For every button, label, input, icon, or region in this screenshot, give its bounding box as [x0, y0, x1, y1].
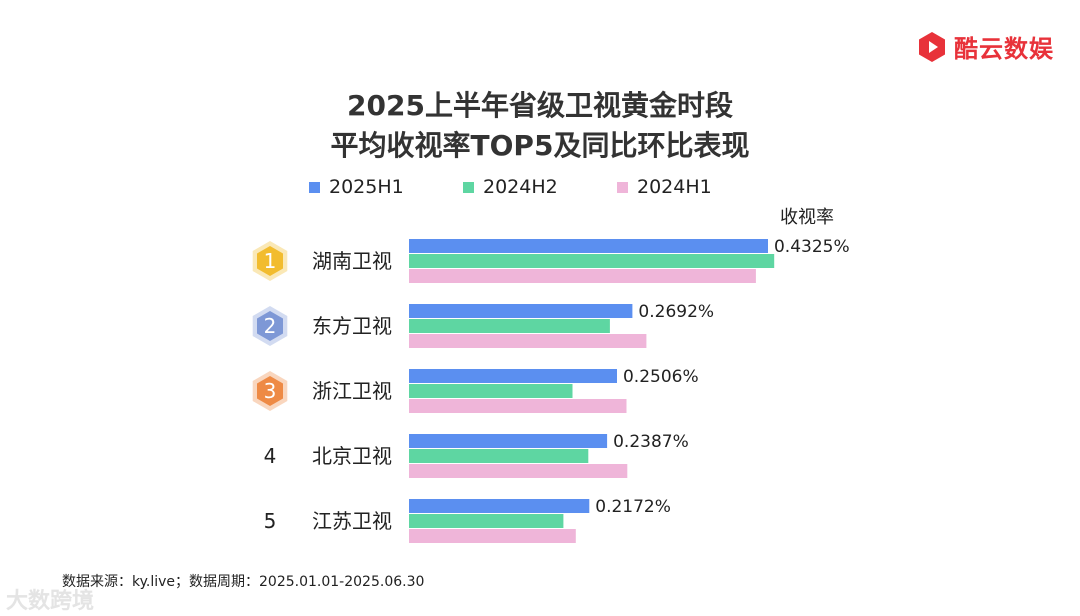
legend-swatch-2025h1	[309, 181, 320, 193]
bar-2024h1-4	[409, 464, 628, 478]
chart-title: 2025上半年省级卫视黄金时段 平均收视率TOP5及同比环比表现	[0, 86, 1080, 166]
category-label-1: 湖南卫视	[312, 249, 392, 273]
rank-badge-2	[257, 311, 283, 341]
legend-swatch-2024h2	[463, 181, 474, 193]
bar-2024h1-2	[409, 334, 647, 348]
data-label-2: 0.2692%	[638, 302, 714, 322]
rank-number-4: 4	[264, 444, 277, 468]
bar-2025h1-2	[409, 304, 633, 318]
bar-2025h1-5	[409, 499, 590, 513]
chart-title-line-1: 2025上半年省级卫视黄金时段	[347, 89, 733, 122]
category-label-5: 江苏卫视	[312, 509, 392, 533]
watermark: 大数跨境	[6, 589, 95, 614]
bar-2025h1-3	[409, 369, 617, 383]
legend-label-2025h1: 2025H1	[329, 176, 404, 198]
chart-legend: 2025H1 2024H2 2024H1	[0, 176, 1080, 198]
rank-number-2: 2	[264, 314, 277, 338]
bar-2025h1-4	[409, 434, 608, 448]
data-label-1: 0.4325%	[774, 237, 850, 257]
bar-2024h2-5	[409, 514, 564, 528]
rank-badge-3	[257, 376, 283, 406]
category-label-2: 东方卫视	[312, 314, 392, 338]
value-axis-label: 收视率	[780, 207, 834, 228]
bar-2024h1-5	[409, 529, 576, 543]
bar-2024h2-4	[409, 449, 589, 463]
legend-swatch-2024h1	[617, 181, 628, 193]
rank-number-5: 5	[264, 509, 277, 533]
brand-logo-icon	[919, 31, 945, 62]
rank-badge-1	[257, 246, 283, 276]
category-label-3: 浙江卫视	[312, 379, 392, 403]
chart-title-line-2: 平均收视率TOP5及同比环比表现	[330, 129, 750, 162]
data-label-3: 0.2506%	[623, 367, 699, 387]
legend-item-2025h1: 2025H1	[309, 176, 463, 198]
rank-number-1: 1	[264, 249, 277, 273]
bar-2024h2-2	[409, 319, 610, 333]
category-label-4: 北京卫视	[312, 444, 392, 468]
rank-number-3: 3	[264, 379, 277, 403]
bar-2024h1-3	[409, 399, 627, 413]
legend-item-2024h2: 2024H2	[463, 176, 617, 198]
bar-2024h1-1	[409, 269, 756, 283]
legend-label-2024h1: 2024H1	[637, 176, 712, 198]
data-label-5: 0.2172%	[595, 497, 671, 517]
brand-logo: 酷云数娱	[918, 29, 1054, 64]
bar-2025h1-1	[409, 239, 768, 253]
data-label-4: 0.2387%	[613, 432, 689, 452]
legend-label-2024h2: 2024H2	[483, 176, 558, 198]
data-source-note: 数据来源：ky.live；数据周期：2025.01.01-2025.06.30	[62, 574, 425, 590]
bar-2024h2-3	[409, 384, 573, 398]
legend-item-2024h1: 2024H1	[617, 176, 771, 198]
brand-name: 酷云数娱	[954, 35, 1054, 63]
bar-2024h2-1	[409, 254, 775, 268]
